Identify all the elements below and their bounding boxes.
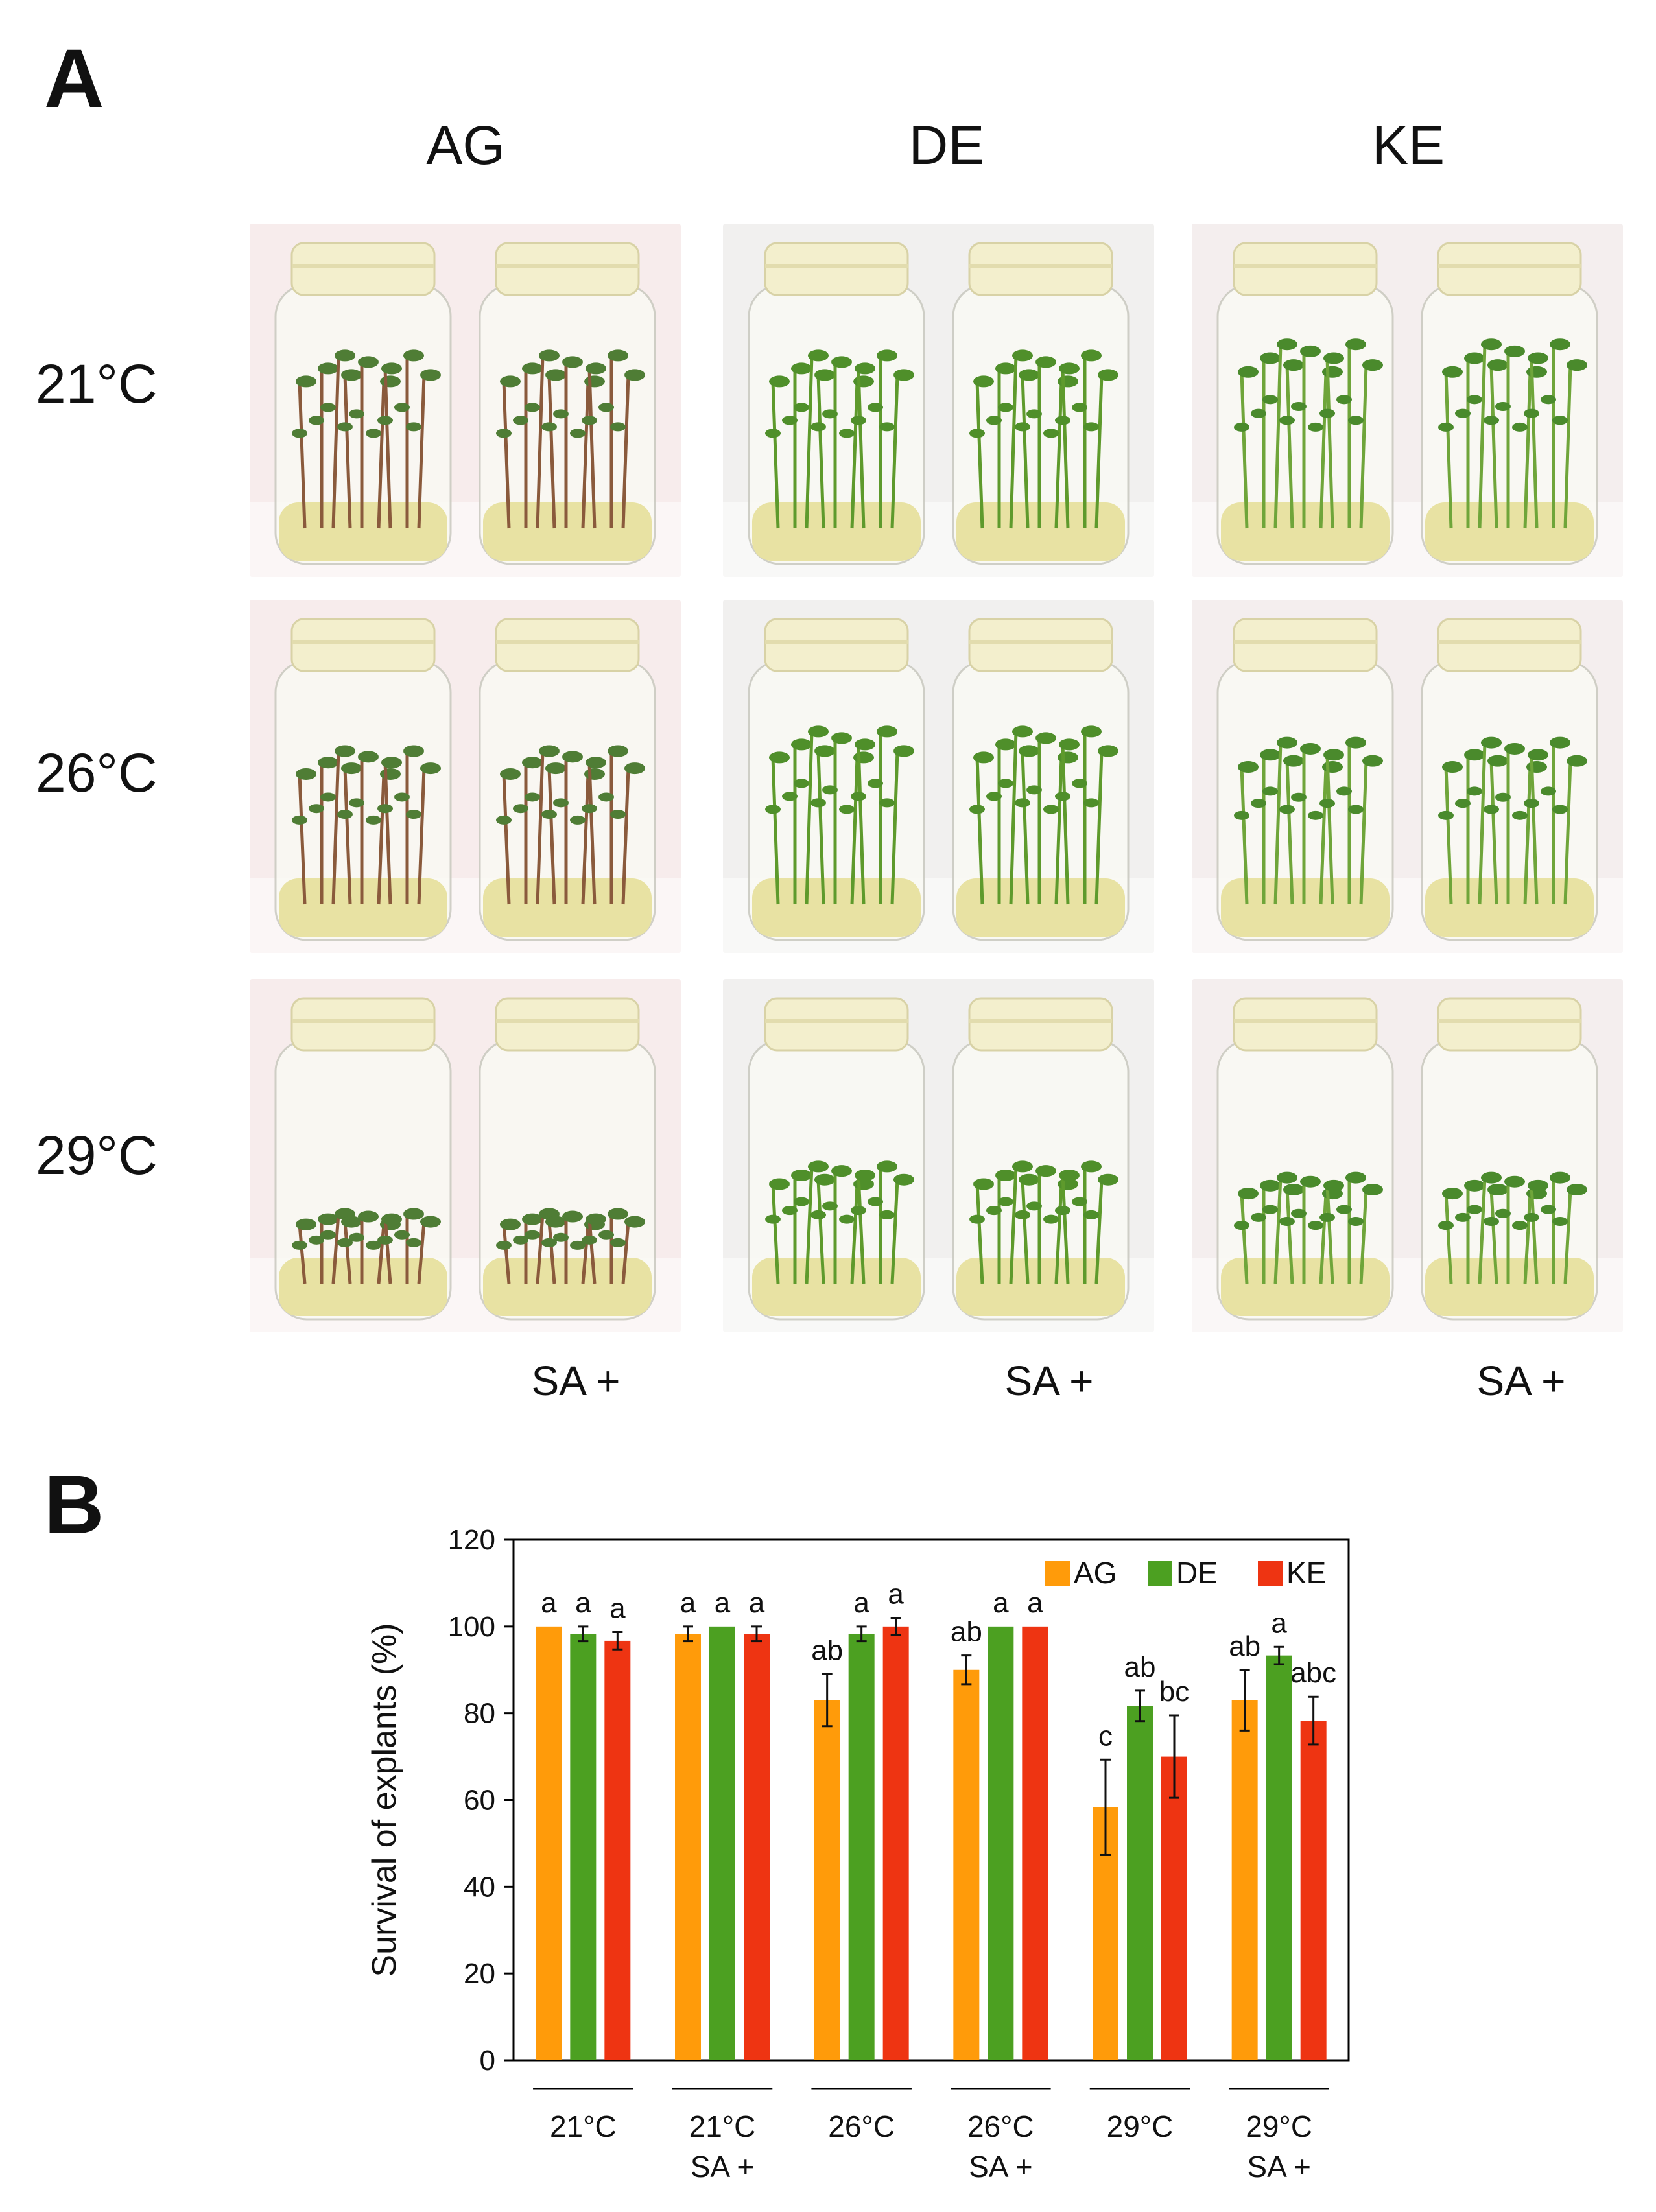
jar-photo-de-row1 [723,224,1154,577]
significance-letter: a [680,1587,696,1619]
jar [274,618,452,941]
column-label-de: DE [908,115,985,176]
bar-ag [953,1669,980,2060]
legend-label-ag: AG [1074,1556,1117,1590]
bar-ag [536,1626,562,2060]
jar-photo-ag-row3 [250,979,681,1332]
jar [1216,997,1394,1321]
jar [952,618,1130,941]
jar-photo-de-row3 [723,979,1154,1332]
sa-label-ag: SA + [531,1358,621,1404]
x-tick-label: 29°C [1107,2110,1174,2143]
x-tick-label: 26°C [967,2110,1034,2143]
sa-label-ke: SA + [1476,1358,1566,1404]
bar-ag [675,1634,701,2060]
bar-ag [1231,1700,1258,2060]
significance-letter: c [1098,1720,1113,1752]
y-tick-label: 40 [464,1871,495,1903]
y-tick-label: 60 [464,1785,495,1817]
bar-ke [1300,1721,1327,2060]
bar-ke [1022,1626,1048,2060]
jar [1421,242,1598,565]
significance-letter: ab [1124,1651,1156,1683]
bar-de [570,1634,597,2060]
y-tick-label: 100 [448,1611,495,1643]
row-label-21c: 21°C [36,353,158,414]
significance-letter: ab [951,1616,982,1648]
jar [1216,242,1394,565]
bar-de [709,1626,735,2060]
legend-label-ke: KE [1286,1556,1326,1590]
significance-letter: a [1271,1607,1287,1639]
y-tick-label: 20 [464,1958,495,1990]
x-tick-label-sa: SA + [1247,2150,1310,2183]
jar [1216,618,1394,941]
jar [479,242,656,565]
column-label-ke: KE [1371,115,1445,176]
legend-swatch-ag [1045,1561,1070,1586]
y-tick-label: 120 [448,1524,495,1556]
row-label-26c: 26°C [36,742,158,803]
panel-b-letter: B [44,1459,104,1551]
significance-letter: a [993,1587,1009,1619]
jar-photo-ke-row2 [1192,600,1623,953]
significance-letter: bc [1159,1676,1189,1708]
significance-letter: a [541,1587,557,1619]
bar-de [1266,1655,1292,2060]
jar [952,242,1130,565]
jar [952,997,1130,1321]
jar [274,997,452,1321]
legend-label-de: DE [1176,1556,1218,1590]
x-tick-label: 29°C [1246,2110,1312,2143]
jar [479,997,656,1321]
significance-letter: a [609,1593,626,1625]
bar-ke [604,1640,631,2060]
significance-letter: a [715,1587,731,1619]
column-label-ag: AG [426,115,505,176]
jar [274,242,452,565]
jar [479,618,656,941]
significance-letter: a [888,1578,904,1610]
legend-swatch-de [1148,1561,1172,1586]
bar-de [1127,1706,1153,2060]
significance-letter: a [749,1587,765,1619]
jar-photo-ag-row1 [250,224,681,577]
jar-photo-de-row2 [723,600,1154,953]
significance-letter: abc [1290,1657,1336,1689]
jar-photo-ke-row3 [1192,979,1623,1332]
x-tick-label: 26°C [828,2110,895,2143]
x-tick-label-sa: SA + [969,2150,1032,2183]
y-tick-label: 80 [464,1698,495,1730]
x-tick-label-sa: SA + [691,2150,754,2183]
bar-de [988,1626,1014,2060]
significance-letter: a [853,1587,869,1619]
significance-letter: a [575,1587,591,1619]
y-axis-label: Survival of explants (%) [366,1623,403,1977]
sa-label-de: SA + [1004,1358,1094,1404]
jar [1421,997,1598,1321]
row-label-29c: 29°C [36,1125,158,1186]
bar-ag [814,1700,840,2060]
x-tick-label: 21°C [689,2110,756,2143]
bar-de [848,1634,875,2060]
jar-photo-ag-row2 [250,600,681,953]
significance-letter: a [1027,1587,1043,1619]
significance-letter: ab [811,1634,843,1666]
legend-swatch-ke [1258,1561,1283,1586]
bar-ke [1161,1756,1187,2060]
jar-photo-ke-row1 [1192,224,1623,577]
x-tick-label: 21°C [550,2110,617,2143]
panel-a-letter: A [44,32,104,125]
plot-frame [512,1538,1350,2062]
bar-ke [882,1626,909,2060]
jar [748,242,925,565]
jar [748,997,925,1321]
jar [1421,618,1598,941]
jar [748,618,925,941]
bar-ke [744,1634,770,2060]
y-tick-label: 0 [480,2045,495,2077]
significance-letter: ab [1229,1630,1260,1662]
